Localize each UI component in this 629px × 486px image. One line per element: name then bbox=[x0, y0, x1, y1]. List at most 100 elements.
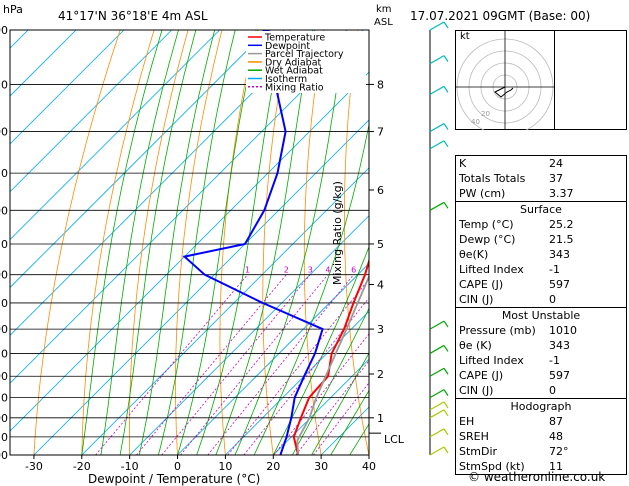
mixing-ratio-label: 6 bbox=[351, 266, 356, 275]
mixing-ratio-label: 1 bbox=[245, 266, 250, 275]
wind-barb-feather bbox=[443, 428, 449, 436]
table-row: CAPE (J) 597 bbox=[456, 277, 626, 292]
isotherm-line bbox=[225, 310, 369, 455]
km-tick-label: 5 bbox=[377, 238, 384, 251]
table-row: CAPE (J) 597 bbox=[456, 368, 626, 383]
x-tick-label: -20 bbox=[73, 460, 91, 473]
wind-barb-feather bbox=[443, 55, 449, 62]
wet-adiabat-line bbox=[292, 307, 369, 455]
background-lines bbox=[10, 30, 417, 455]
hodograph-trace bbox=[494, 86, 514, 98]
surface-key: Temp (°C) bbox=[459, 218, 514, 231]
hodo-value: 48 bbox=[549, 430, 563, 443]
surface-value: -1 bbox=[549, 263, 560, 276]
axes: 3003504004505005506006507007508008509009… bbox=[0, 24, 376, 473]
pressure-tick-label: 700 bbox=[0, 323, 8, 336]
km-tick-label: 3 bbox=[377, 323, 384, 336]
isotherm-line bbox=[10, 30, 220, 241]
mixing-ratio-label: 8 bbox=[370, 266, 375, 275]
isotherm-line bbox=[10, 30, 316, 336]
series-temperature bbox=[292, 257, 369, 455]
table-row: Lifted Index -1 bbox=[456, 353, 626, 368]
wet-adiabat-line bbox=[196, 30, 284, 455]
x-tick-label: 40 bbox=[362, 460, 376, 473]
legend-label: Parcel Trajectory bbox=[265, 49, 344, 60]
pressure-tick-label: 650 bbox=[0, 297, 8, 310]
wet-adiabat-line bbox=[330, 389, 369, 455]
x-tick-label: 10 bbox=[218, 460, 232, 473]
hodo-key: StmDir bbox=[459, 445, 498, 458]
footer-copyright: © weatheronline.co.uk bbox=[468, 470, 606, 484]
unstable-key: θe (K) bbox=[459, 339, 492, 352]
hodo-key: SREH bbox=[459, 430, 489, 443]
wind-barb-feather bbox=[443, 409, 449, 417]
wind-barb bbox=[429, 85, 445, 95]
index-value: 24 bbox=[549, 157, 563, 170]
x-tick-label: -30 bbox=[25, 460, 43, 473]
wind-barb bbox=[429, 201, 445, 211]
wet-adiabat-line bbox=[349, 423, 369, 455]
hodo-value: 87 bbox=[549, 415, 563, 428]
table-row: CIN (J) 0 bbox=[456, 383, 626, 398]
pressure-tick-label: 450 bbox=[0, 167, 8, 180]
wind-barb bbox=[429, 55, 445, 65]
km-tick-label: 8 bbox=[377, 78, 384, 91]
wind-barb-feather bbox=[443, 123, 449, 130]
profile-series: 12346810152025 bbox=[182, 30, 455, 455]
unstable-value: 0 bbox=[549, 384, 556, 397]
isotherm-line bbox=[10, 71, 369, 432]
mixing-ratio-line bbox=[136, 274, 287, 455]
mixing-ratio-line bbox=[207, 274, 354, 455]
pressure-tick-label: 350 bbox=[0, 78, 8, 91]
km-tick-label: 4 bbox=[377, 279, 384, 292]
unstable-value: 343 bbox=[549, 339, 570, 352]
pressure-tick-label: 800 bbox=[0, 370, 8, 383]
wind-barb-feather bbox=[443, 367, 449, 375]
wind-barb bbox=[429, 367, 445, 377]
table-row: Totals Totals 37 bbox=[456, 171, 626, 186]
wind-barb-feather bbox=[443, 446, 449, 454]
pressure-tick-label: 300 bbox=[0, 24, 8, 37]
legend-label: Dry Adiabat bbox=[265, 57, 322, 68]
lcl-label: LCL bbox=[384, 433, 404, 446]
isotherm-line bbox=[10, 30, 125, 145]
surface-key: Dewp (°C) bbox=[459, 233, 516, 246]
index-key: K bbox=[459, 157, 467, 170]
pressure-tick-label: 900 bbox=[0, 412, 8, 425]
unstable-key: Pressure (mb) bbox=[459, 324, 536, 337]
mixing-ratio-label: 2 bbox=[284, 266, 289, 275]
mixing-ratio-label: 25 bbox=[448, 266, 455, 275]
surface-key: CIN (J) bbox=[459, 293, 494, 306]
table-row: Temp (°C) 25.2 bbox=[456, 217, 626, 232]
table-row: θe (K) 343 bbox=[456, 338, 626, 353]
dry-adiabat-line bbox=[383, 30, 417, 455]
unstable-value: 597 bbox=[549, 369, 570, 382]
table-row: CIN (J) 0 bbox=[456, 292, 626, 307]
pressure-tick-label: 600 bbox=[0, 269, 8, 282]
wind-barb bbox=[429, 123, 445, 133]
wind-barb bbox=[429, 344, 445, 354]
x-tick-label: -10 bbox=[121, 460, 139, 473]
index-value: 3.37 bbox=[549, 187, 574, 200]
pressure-tick-label: 950 bbox=[0, 431, 8, 444]
surface-title: Surface bbox=[456, 201, 626, 217]
wind-barb bbox=[429, 446, 445, 456]
table-row: SREH 48 bbox=[456, 429, 626, 444]
wind-barb-feather bbox=[443, 389, 449, 396]
hodo-key: StmSpd (kt) bbox=[459, 460, 525, 473]
legend-label: Wet Adiabat bbox=[265, 66, 323, 77]
hodo-value: 11 bbox=[549, 460, 563, 473]
km-tick-label: 2 bbox=[377, 368, 384, 381]
pressure-tick-label: 500 bbox=[0, 204, 8, 217]
mixing-ratio-label: 10 bbox=[383, 266, 393, 275]
legend-label: Temperature bbox=[264, 33, 325, 44]
surface-key: θe(K) bbox=[459, 248, 489, 261]
wind-barb-feather bbox=[443, 21, 449, 29]
wind-barb bbox=[429, 140, 445, 150]
table-row: EH 87 bbox=[456, 414, 626, 429]
wet-adiabat-line bbox=[311, 352, 369, 455]
table-row: θe(K) 343 bbox=[456, 247, 626, 262]
